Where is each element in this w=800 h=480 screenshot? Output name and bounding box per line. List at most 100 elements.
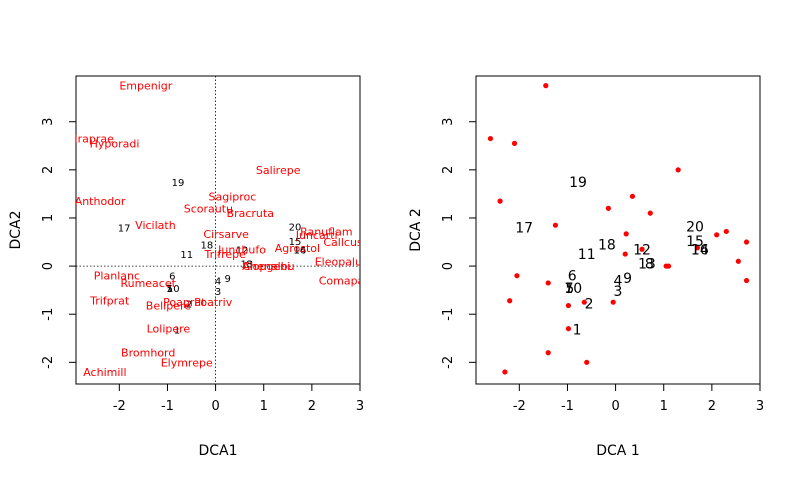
site-label: 8 <box>246 260 252 271</box>
y-tick-label: -1 <box>441 308 456 321</box>
species-label: Vicilath <box>135 219 176 232</box>
species-point <box>694 245 701 251</box>
species-label: Agrostol <box>275 242 320 255</box>
x-tick-label: 3 <box>756 399 764 414</box>
x-axis: -2 -1 0 1 2 3 <box>513 383 764 414</box>
x-tick-label: 1 <box>260 399 268 414</box>
x-tick-label: -2 <box>513 399 526 414</box>
site-label: 17 <box>118 224 131 235</box>
site-label: 20 <box>289 223 302 234</box>
species-point <box>545 280 551 286</box>
site-label: 1 <box>174 326 180 337</box>
species-point <box>565 302 572 309</box>
species-label: Salirepe <box>256 164 301 177</box>
site-label: 19 <box>569 175 587 191</box>
species-point <box>623 231 629 237</box>
x-tick-label: 1 <box>660 399 668 414</box>
species-label: Hyporadi <box>90 137 140 150</box>
site-label: 6 <box>568 269 577 285</box>
y-axis: -2 -1 0 1 2 3 <box>441 118 477 369</box>
site-label: 15 <box>686 234 704 250</box>
species-label: Callcusp <box>323 236 369 249</box>
species-label: Anthodor <box>75 195 126 208</box>
species-point <box>647 210 653 216</box>
site-label: 10 <box>564 281 582 297</box>
site-label: 16 <box>293 245 306 256</box>
species-label: Planlanc <box>94 270 140 283</box>
species-point <box>514 273 520 279</box>
species-label: Elymrepe <box>161 356 213 369</box>
species-label: Bracruta <box>227 207 274 220</box>
species-point <box>552 222 559 228</box>
species-point <box>743 239 750 245</box>
y-axis: -2 -1 0 1 2 3 <box>41 118 77 369</box>
species-label: Ranuflam <box>300 225 352 238</box>
site-label: 14 <box>691 242 709 258</box>
species-point <box>735 258 741 264</box>
x-tick-label: -1 <box>561 399 574 414</box>
site-label: 5 <box>565 281 574 297</box>
site-label: 18 <box>201 240 214 251</box>
x-axis-title: DCA 1 <box>596 443 640 459</box>
species-point <box>507 298 513 304</box>
y-tick-label: -2 <box>41 356 56 369</box>
site-label: 20 <box>686 220 704 236</box>
species-point <box>675 167 681 173</box>
y-tick-label: -1 <box>41 308 56 321</box>
species-label: Poaprat <box>163 296 206 309</box>
y-tick-label: 2 <box>41 166 56 174</box>
species-label: Achimill <box>83 366 126 379</box>
species-label: Empenigr <box>119 80 172 93</box>
species-label: Alopgeni <box>242 260 290 273</box>
species-label: Juncarti <box>295 229 338 242</box>
y-tick-label: -2 <box>441 356 456 369</box>
x-tick-label: 2 <box>308 399 316 414</box>
y-tick-label: 3 <box>441 118 456 126</box>
species-label: Scorautu <box>184 202 233 215</box>
site-label: 4 <box>215 277 221 288</box>
species-point <box>565 326 572 332</box>
x-tick-label: 0 <box>211 399 219 414</box>
site-label: 15 <box>289 237 302 248</box>
species-point <box>497 198 503 204</box>
species-label: Juncbufo <box>217 243 266 256</box>
site-label: 11 <box>578 247 596 263</box>
site-label: 7 <box>564 281 573 297</box>
species-point <box>584 359 590 365</box>
species-label: Lolipere <box>147 323 191 336</box>
y-tick-label: 0 <box>441 262 456 270</box>
site-label: 12 <box>633 242 651 258</box>
species-label: Sagiproc <box>209 190 257 203</box>
x-tick-label: -1 <box>161 399 174 414</box>
site-label: 11 <box>180 250 193 261</box>
species-label: Bromhord <box>121 347 175 360</box>
site-label: 12 <box>236 245 249 256</box>
site-label: 13 <box>241 260 254 271</box>
site-label: 8 <box>645 257 654 273</box>
site-label: 16 <box>691 242 709 258</box>
site-label: 2 <box>585 297 594 313</box>
x-tick-label: -2 <box>113 399 126 414</box>
species-label: Airaprae <box>67 133 114 146</box>
species-point <box>581 299 587 305</box>
species-label: Eleopalu <box>315 255 362 268</box>
x-tick-label: 2 <box>708 399 716 414</box>
y-tick-label: 0 <box>41 262 56 270</box>
site-label: 4 <box>614 274 623 290</box>
site-label: 13 <box>638 257 656 273</box>
y-tick-label: 1 <box>41 214 56 222</box>
site-label: 3 <box>614 284 623 300</box>
site-label: 19 <box>172 178 185 189</box>
y-tick-label: 2 <box>441 166 456 174</box>
species-points <box>487 83 750 375</box>
species-label: Trifprat <box>89 295 130 308</box>
site-label: 10 <box>167 284 180 295</box>
site-label: 2 <box>186 300 192 311</box>
species-label: Chenalbu <box>242 260 294 273</box>
species-label: Poatriv <box>194 296 233 309</box>
